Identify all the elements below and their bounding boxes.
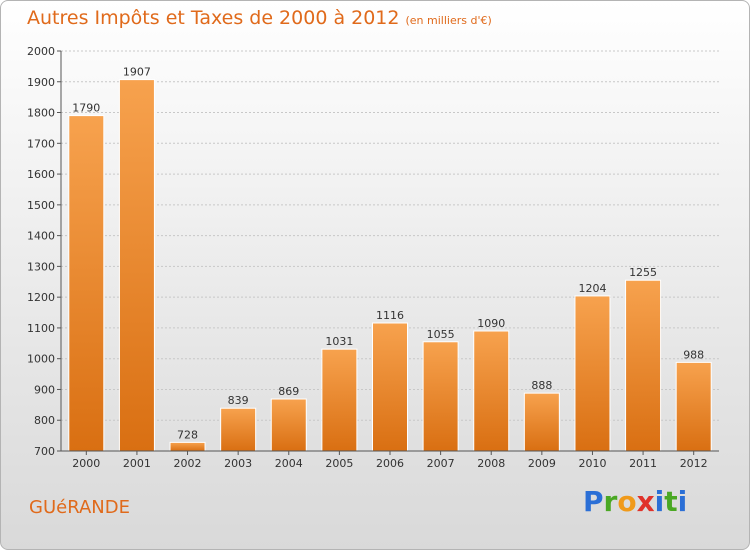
y-tick-label: 1200: [27, 291, 55, 304]
logo-letter: o: [617, 485, 637, 518]
x-tick-label: 2008: [477, 457, 505, 470]
bar-2007: [422, 341, 459, 452]
chart-title: Autres Impôts et Taxes de 2000 à 2012 (en…: [27, 7, 492, 29]
y-tick-label: 1100: [27, 322, 55, 335]
bar-2012: [675, 361, 712, 452]
proxiti-logo[interactable]: Proxiti: [583, 485, 687, 518]
y-tick-label: 1900: [27, 76, 55, 89]
x-tick-label: 2004: [275, 457, 303, 470]
value-label: 888: [531, 379, 552, 392]
y-tick-label: 800: [34, 414, 55, 427]
x-tick-label: 2006: [376, 457, 404, 470]
value-label: 1116: [376, 309, 404, 322]
y-tick-label: 1500: [27, 199, 55, 212]
logo-letter: t: [664, 485, 678, 518]
value-label: 1790: [72, 102, 100, 115]
x-tick-label: 2005: [325, 457, 353, 470]
x-tick-label: 2000: [72, 457, 100, 470]
y-tick-label: 2000: [27, 45, 55, 58]
logo-letter: i: [677, 485, 688, 518]
value-label: 1907: [123, 66, 151, 79]
x-tick-label: 2003: [224, 457, 252, 470]
bar-2000: [68, 115, 105, 452]
bar-2005: [321, 348, 358, 452]
bar-2002: [169, 441, 206, 452]
y-tick-label: 1700: [27, 137, 55, 150]
bar-layer: [68, 79, 712, 452]
value-label: 1090: [477, 317, 505, 330]
axis-layer: 700 800 900 1000 1100 1200 1300 1400 1500 1600 170…: [27, 45, 719, 470]
bar-2006: [372, 322, 408, 452]
y-tick-label: 1300: [27, 260, 55, 273]
x-tick-label: 2011: [629, 457, 657, 470]
chart-title-text: Autres Impôts et Taxes de 2000 à 2012: [27, 7, 400, 29]
x-tick-label: 2012: [680, 457, 708, 470]
city-name: GUéRANDE: [29, 497, 130, 518]
y-tick-label: 1800: [27, 107, 55, 120]
value-label: 1255: [629, 266, 657, 279]
y-tick-label: 1400: [27, 230, 55, 243]
x-tick-label: 2001: [123, 457, 151, 470]
value-label: 839: [228, 394, 249, 407]
bar-2009: [523, 392, 560, 452]
x-tick-label: 2009: [528, 457, 556, 470]
bar-2010: [574, 295, 611, 452]
bar-2004: [270, 398, 307, 452]
label-layer: 1790 1907 728 839 869 1031 1116 1055 1090 888 1204…: [72, 66, 704, 442]
value-label: 869: [278, 385, 299, 398]
bar-2008: [473, 330, 510, 452]
logo-letter: P: [583, 485, 604, 518]
y-tick-label: 700: [34, 445, 55, 458]
y-tick-label: 1000: [27, 353, 55, 366]
y-tick-label: 1600: [27, 168, 55, 181]
bar-2011: [625, 279, 662, 452]
value-label: 1031: [325, 335, 353, 348]
chart-subtitle: (en milliers d'€): [405, 14, 492, 27]
logo-letter: x: [636, 485, 655, 518]
x-tick-label: 2010: [578, 457, 606, 470]
value-label: 1055: [427, 328, 455, 341]
bar-2001: [118, 79, 155, 452]
y-tick-label: 900: [34, 383, 55, 396]
x-tick-label: 2002: [174, 457, 202, 470]
value-label: 988: [683, 348, 704, 361]
logo-letter: r: [603, 485, 618, 518]
x-tick-label: 2007: [427, 457, 455, 470]
logo-letter: i: [654, 485, 665, 518]
value-label: 728: [177, 428, 198, 441]
value-label: 1204: [578, 282, 606, 295]
bar-2003: [220, 407, 257, 452]
